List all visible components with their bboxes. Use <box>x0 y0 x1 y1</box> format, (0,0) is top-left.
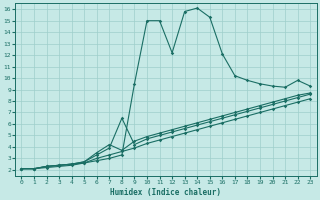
X-axis label: Humidex (Indice chaleur): Humidex (Indice chaleur) <box>110 188 221 197</box>
